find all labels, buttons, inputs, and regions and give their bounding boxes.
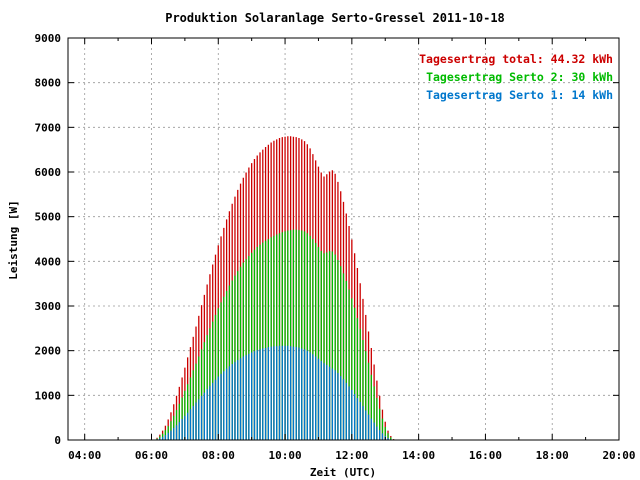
- y-tick-label: 1000: [35, 389, 62, 402]
- y-tick-label: 2000: [35, 345, 62, 358]
- x-tick-label: 10:00: [268, 449, 301, 462]
- y-tick-label: 7000: [35, 121, 62, 134]
- legend-entry-2: Tagesertrag Serto 2: 30 kWh: [426, 70, 613, 84]
- x-tick-label: 12:00: [335, 449, 368, 462]
- y-tick-label: 8000: [35, 77, 62, 90]
- y-tick-label: 9000: [35, 32, 62, 45]
- y-axis-label: Leistung [W]: [7, 200, 20, 279]
- y-tick-label: 3000: [35, 300, 62, 313]
- y-tick-label: 5000: [35, 211, 62, 224]
- x-tick-label: 06:00: [135, 449, 168, 462]
- x-tick-label: 08:00: [202, 449, 235, 462]
- legend-entry-3: Tagesertrag Serto 1: 14 kWh: [426, 88, 613, 102]
- bar-series: [153, 136, 395, 440]
- series-3: [153, 345, 395, 440]
- y-tick-label: 6000: [35, 166, 62, 179]
- axis-ticks: 0 1000 2000 3000 4000 5000 6000 7000 8000 9000 04:…: [35, 32, 636, 462]
- x-tick-label: 14:00: [402, 449, 435, 462]
- plot-frame: [67, 37, 620, 441]
- legend: Tagesertrag total: 44.32 kWh Tagesertrag …: [419, 52, 613, 102]
- x-tick-label: 20:00: [602, 449, 635, 462]
- legend-entry-1: Tagesertrag total: 44.32 kWh: [419, 52, 613, 66]
- x-tick-label: 18:00: [536, 449, 569, 462]
- x-tick-label: 16:00: [469, 449, 502, 462]
- y-tick-label: 4000: [35, 255, 62, 268]
- y-tick-label: 0: [54, 434, 61, 447]
- chart-title: Produktion Solaranlage Serto-Gressel 201…: [165, 11, 505, 25]
- x-axis-label: Zeit (UTC): [310, 466, 376, 479]
- x-tick-label: 04:00: [68, 449, 101, 462]
